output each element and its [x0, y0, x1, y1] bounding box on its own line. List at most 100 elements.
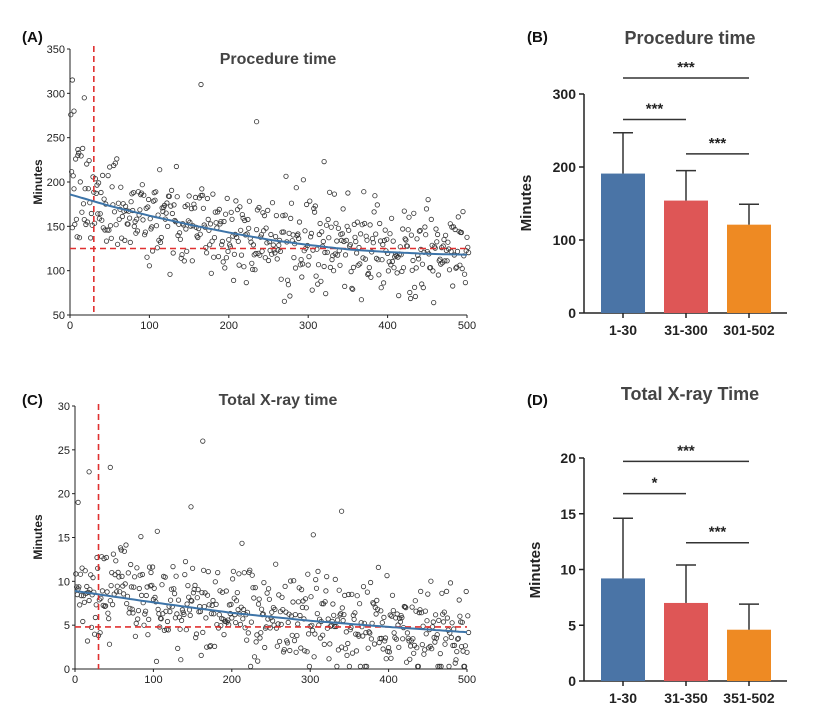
scatter-point [255, 658, 261, 664]
scatter-point [108, 582, 114, 589]
panel-b-ylabel: Minutes [518, 175, 535, 232]
scatter-point [346, 227, 352, 233]
scatter-point [198, 652, 204, 659]
scatter-point [297, 612, 303, 619]
y-tick-label: 15 [58, 533, 70, 545]
scatter-point [365, 271, 371, 278]
scatter-point [324, 249, 330, 255]
scatter-point [465, 629, 472, 636]
scatter-point [361, 189, 367, 195]
scatter-point [203, 615, 209, 621]
scatter-point [298, 586, 305, 593]
scatter-point [307, 198, 313, 204]
scatter-point [343, 237, 349, 243]
scatter-point [362, 663, 368, 670]
scatter-point [310, 532, 316, 538]
scatter-point [458, 229, 464, 236]
scatter-point [128, 561, 134, 568]
scatter-point [415, 663, 421, 670]
scatter-point [333, 220, 339, 226]
scatter-point [110, 551, 117, 557]
scatter-point [127, 215, 133, 221]
y-tick-label: 100 [47, 266, 65, 278]
scatter-point [434, 632, 440, 638]
panel-b-title: Procedure time [624, 28, 755, 48]
scatter-point [416, 228, 422, 234]
scatter-point [302, 648, 308, 654]
scatter-point [170, 563, 176, 570]
scatter-point [206, 602, 212, 608]
scatter-point [284, 640, 291, 646]
scatter-point [245, 216, 251, 223]
scatter-point [303, 201, 310, 208]
scatter-point [402, 236, 408, 242]
scatter-point [331, 191, 337, 197]
scatter-point [305, 262, 311, 268]
scatter-point [106, 641, 113, 647]
scatter-point [86, 597, 92, 604]
scatter-point [113, 222, 119, 228]
scatter-point [70, 173, 76, 179]
scatter-point [229, 216, 235, 222]
scatter-point [179, 617, 185, 624]
scatter-point [254, 119, 260, 125]
scatter-point [77, 602, 83, 608]
scatter-point [372, 193, 378, 199]
scatter-point [399, 614, 405, 621]
scatter-point [390, 238, 396, 244]
scatter-point [437, 256, 443, 262]
scatter-point [268, 231, 274, 238]
scatter-point [211, 235, 218, 241]
scatter-point [218, 219, 224, 225]
scatter-point [181, 258, 187, 264]
scatter-point [332, 251, 338, 257]
scatter-point [443, 636, 449, 642]
scatter-point [135, 607, 142, 614]
scatter-point [376, 639, 382, 646]
scatter-point [103, 554, 110, 561]
scatter-point [285, 282, 291, 288]
scatter-point [302, 596, 309, 602]
scatter-point [396, 292, 402, 299]
scatter-point [178, 657, 184, 663]
scatter-point [174, 611, 180, 617]
scatter-point [365, 645, 371, 651]
scatter-point [427, 264, 434, 271]
scatter-point [259, 248, 265, 254]
scatter-point [431, 299, 437, 306]
scatter-point [291, 255, 297, 261]
scatter-point [223, 255, 229, 261]
scatter-point [284, 277, 291, 283]
scatter-point [419, 641, 425, 648]
scatter-point [84, 161, 90, 167]
scatter-point [443, 588, 450, 595]
bar [664, 602, 708, 681]
panel-d-label: (D) [527, 392, 548, 409]
scatter-point [84, 638, 91, 644]
scatter-point [416, 609, 422, 616]
scatter-point [246, 198, 252, 204]
panel-b-plot: 0 100 200 300 1-30 31-300 301-502 *** *** *** [553, 59, 787, 338]
scatter-point [116, 574, 122, 580]
scatter-point [107, 464, 113, 470]
scatter-point [430, 619, 436, 625]
scatter-point [164, 618, 171, 625]
scatter-point [234, 589, 240, 596]
scatter-point [338, 508, 345, 514]
scatter-point [243, 279, 249, 286]
scatter-point [295, 621, 301, 627]
scatter-point [171, 202, 177, 208]
scatter-point [119, 573, 125, 580]
scatter-point [79, 209, 85, 215]
scatter-point [401, 208, 407, 214]
scatter-point [143, 205, 149, 211]
scatter-point [225, 248, 231, 254]
scatter-point [87, 586, 93, 593]
scatter-point [107, 223, 114, 229]
scatter-point [184, 601, 190, 607]
scatter-point [454, 648, 460, 655]
scatter-point [459, 265, 465, 272]
scatter-point [388, 215, 395, 221]
scatter-point [276, 242, 282, 248]
scatter-point [136, 585, 142, 592]
